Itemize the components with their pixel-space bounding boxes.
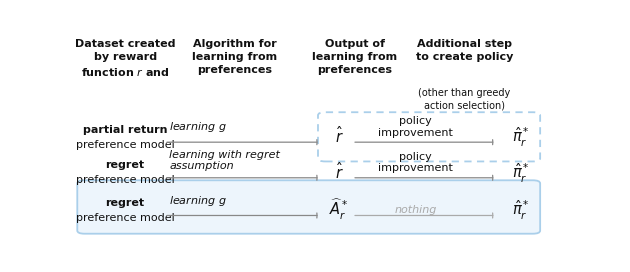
Text: learning $g$: learning $g$ — [169, 120, 227, 134]
Text: policy
improvement: policy improvement — [378, 152, 453, 173]
Text: $\hat{\pi}_r^*$: $\hat{\pi}_r^*$ — [512, 161, 530, 185]
Text: nothing: nothing — [394, 205, 437, 215]
Text: Dataset created
by reward
function $r$ and: Dataset created by reward function $r$ a… — [75, 39, 175, 78]
Text: learning with regret
assumption: learning with regret assumption — [169, 150, 280, 171]
Text: regret: regret — [106, 198, 145, 208]
Text: $\hat{\pi}_r^*$: $\hat{\pi}_r^*$ — [512, 199, 530, 222]
Text: policy
improvement: policy improvement — [378, 116, 453, 138]
Text: learning $g$: learning $g$ — [169, 194, 227, 208]
Text: Additional step
to create policy: Additional step to create policy — [416, 39, 513, 62]
Text: partial return: partial return — [83, 125, 168, 135]
Text: $\widehat{A}_r^*$: $\widehat{A}_r^*$ — [329, 197, 349, 222]
Text: regret: regret — [106, 160, 145, 170]
Text: $\hat{r}$: $\hat{r}$ — [335, 126, 343, 146]
Text: preference model: preference model — [76, 213, 175, 223]
FancyBboxPatch shape — [77, 180, 540, 234]
Text: preference model: preference model — [76, 175, 175, 185]
Text: (other than greedy
action selection): (other than greedy action selection) — [418, 88, 510, 111]
Text: Output of
learning from
preferences: Output of learning from preferences — [312, 39, 397, 75]
Text: Algorithm for
learning from
preferences: Algorithm for learning from preferences — [192, 39, 278, 75]
Text: $\hat{\pi}_r^*$: $\hat{\pi}_r^*$ — [512, 126, 530, 149]
Text: $\hat{r}$: $\hat{r}$ — [335, 162, 343, 182]
Text: preference model: preference model — [76, 140, 175, 150]
